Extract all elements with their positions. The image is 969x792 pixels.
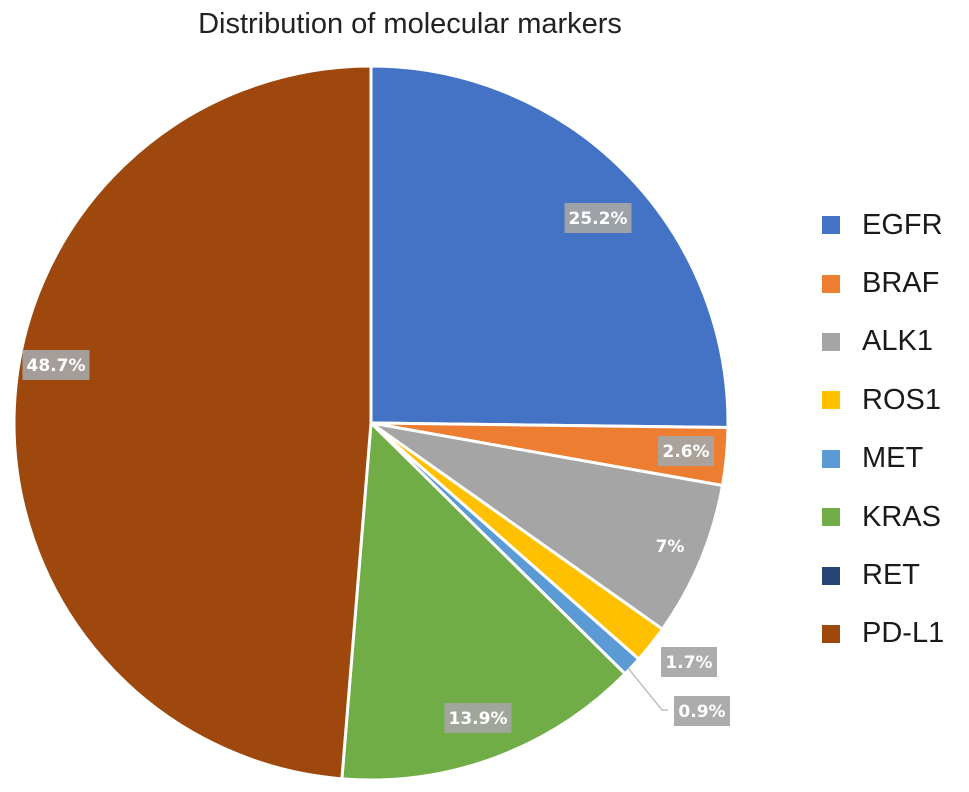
legend-swatch-icon — [822, 391, 840, 410]
svg-text:7%: 7% — [656, 537, 685, 557]
svg-text:25.2%: 25.2% — [569, 209, 628, 229]
legend-swatch-icon — [822, 332, 840, 351]
data-label-ros1: 1.7% — [661, 647, 717, 677]
legend-label: EGFR — [862, 208, 943, 241]
pie-slice-pd-l1 — [12, 64, 373, 781]
legend-item-alk1: ALK1 — [822, 313, 944, 371]
legend-item-egfr: EGFR — [822, 196, 944, 254]
pie-slices — [12, 64, 730, 782]
legend-label: MET — [862, 442, 924, 475]
legend-swatch-icon — [822, 566, 840, 585]
legend-swatch-icon — [822, 624, 840, 643]
data-label-alk1: 7% — [656, 537, 685, 557]
svg-text:0.9%: 0.9% — [678, 702, 725, 722]
pie-data-labels: 25.2% 2.6% 7% 1.7% 0.9% 13.9% 48.7% — [22, 203, 730, 733]
svg-text:1.7%: 1.7% — [665, 653, 712, 673]
pie-chart: 25.2% 2.6% 7% 1.7% 0.9% 13.9% 48.7% — [12, 64, 730, 782]
legend-item-met: MET — [822, 430, 944, 488]
legend-label: BRAF — [862, 267, 940, 300]
legend-label: PD-L1 — [862, 617, 945, 650]
data-label-egfr: 25.2% — [564, 203, 632, 233]
legend-item-ros1: ROS1 — [822, 371, 944, 429]
leader-line — [627, 667, 668, 711]
legend-swatch-icon — [822, 449, 840, 468]
legend-item-ret: RET — [822, 546, 944, 604]
pie-slice-alk1 — [370, 421, 725, 632]
svg-text:2.6%: 2.6% — [662, 442, 709, 462]
data-label-pd-l1: 48.7% — [22, 350, 90, 380]
chart-title: Distribution of molecular markers — [198, 8, 622, 40]
legend-label: ALK1 — [862, 325, 933, 358]
data-label-kras: 13.9% — [444, 703, 512, 733]
svg-text:13.9%: 13.9% — [449, 709, 508, 729]
data-label-braf: 2.6% — [658, 436, 714, 466]
data-label-met: 0.9% — [674, 696, 730, 726]
svg-text:48.7%: 48.7% — [27, 356, 86, 376]
legend-label: KRAS — [862, 500, 941, 533]
legend-label: RET — [862, 559, 920, 592]
legend-swatch-icon — [822, 274, 840, 293]
legend-item-pd-l1: PD-L1 — [822, 605, 944, 663]
legend: EGFR BRAF ALK1 ROS1 MET KRAS RET PD-L1 — [822, 196, 944, 663]
pie-slice-kras — [340, 419, 628, 782]
legend-swatch-icon — [822, 508, 840, 527]
legend-label: ROS1 — [862, 383, 941, 416]
legend-item-braf: BRAF — [822, 254, 944, 312]
legend-item-kras: KRAS — [822, 488, 944, 546]
pie-slice-egfr — [369, 64, 730, 430]
legend-swatch-icon — [822, 216, 840, 235]
